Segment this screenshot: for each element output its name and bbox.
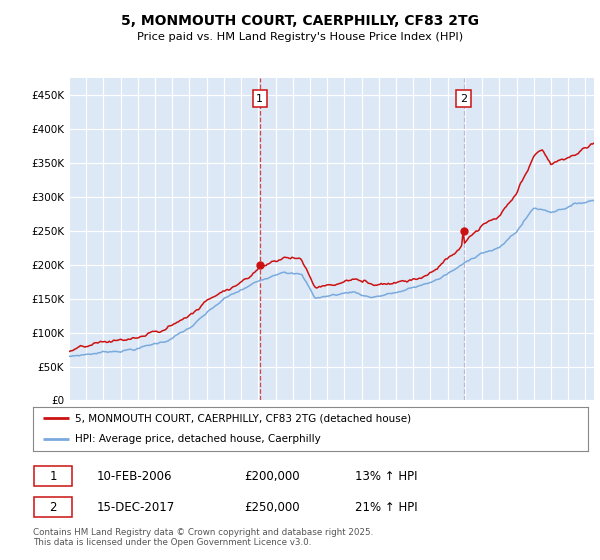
Text: 2: 2 <box>460 94 467 104</box>
Text: 5, MONMOUTH COURT, CAERPHILLY, CF83 2TG (detached house): 5, MONMOUTH COURT, CAERPHILLY, CF83 2TG … <box>74 413 411 423</box>
Text: 13% ↑ HPI: 13% ↑ HPI <box>355 469 418 483</box>
Text: 15-DEC-2017: 15-DEC-2017 <box>97 501 175 514</box>
Text: 21% ↑ HPI: 21% ↑ HPI <box>355 501 418 514</box>
Text: Contains HM Land Registry data © Crown copyright and database right 2025.
This d: Contains HM Land Registry data © Crown c… <box>33 528 373 547</box>
Text: 1: 1 <box>49 469 57 483</box>
Text: HPI: Average price, detached house, Caerphilly: HPI: Average price, detached house, Caer… <box>74 435 320 445</box>
Text: 10-FEB-2006: 10-FEB-2006 <box>97 469 172 483</box>
Text: Price paid vs. HM Land Registry's House Price Index (HPI): Price paid vs. HM Land Registry's House … <box>137 32 463 43</box>
Text: 1: 1 <box>256 94 263 104</box>
FancyBboxPatch shape <box>34 497 72 517</box>
Text: £250,000: £250,000 <box>244 501 299 514</box>
FancyBboxPatch shape <box>34 466 72 486</box>
Text: 2: 2 <box>49 501 57 514</box>
Text: 5, MONMOUTH COURT, CAERPHILLY, CF83 2TG: 5, MONMOUTH COURT, CAERPHILLY, CF83 2TG <box>121 14 479 28</box>
Text: £200,000: £200,000 <box>244 469 299 483</box>
